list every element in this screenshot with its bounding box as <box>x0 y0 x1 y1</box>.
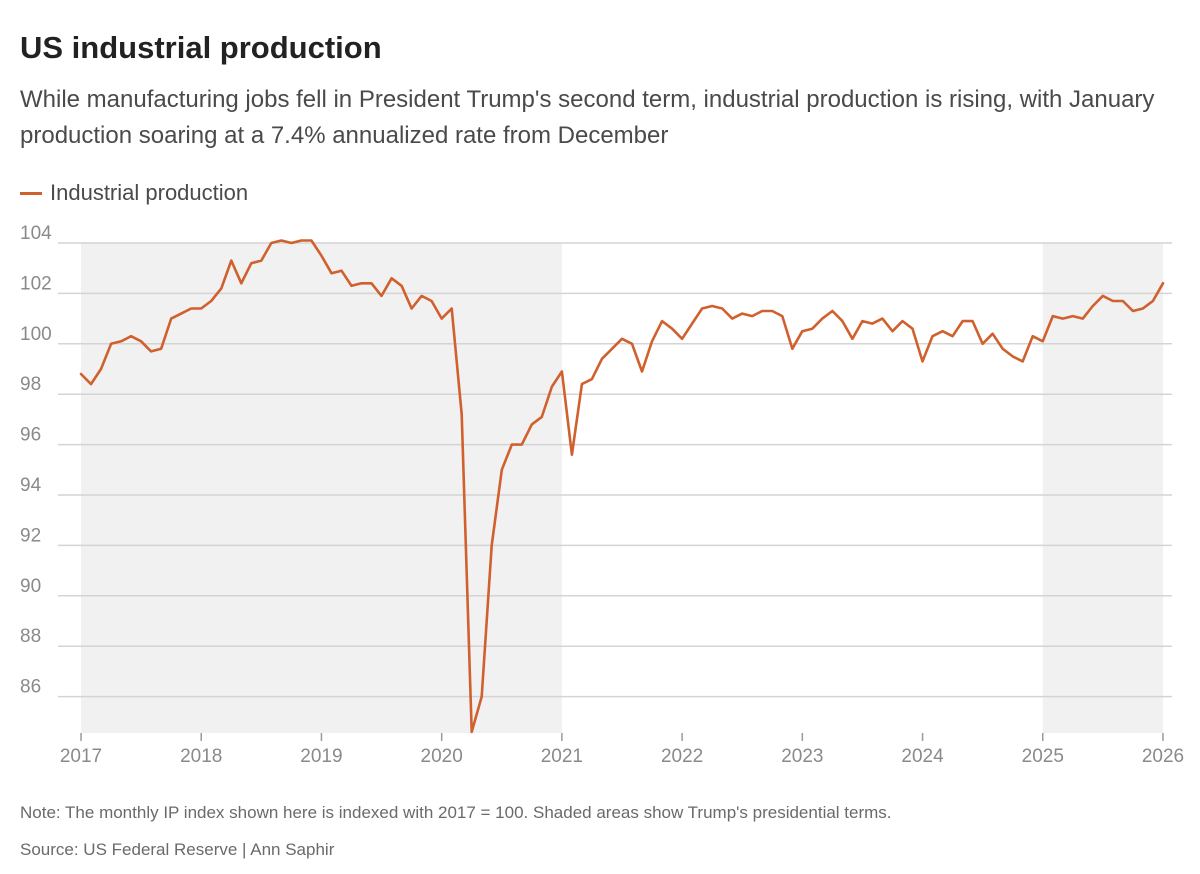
chart-subtitle: While manufacturing jobs fell in Preside… <box>20 86 1155 149</box>
line-chart: 104 102 100 98 96 94 92 90 88 86 2017 2018 2019 2020… <box>20 223 1184 767</box>
y-tick-label: 90 <box>20 576 41 597</box>
x-tick-label: 2023 <box>781 746 823 767</box>
shaded-period-1 <box>81 243 562 733</box>
x-tick-label: 2026 <box>1142 746 1184 767</box>
y-axis-ticks: 104 102 100 98 96 94 92 90 88 86 <box>20 223 52 698</box>
y-tick-label: 104 <box>20 223 52 244</box>
x-tick-label: 2022 <box>661 746 703 767</box>
x-tick-label: 2020 <box>421 746 463 767</box>
legend-label: Industrial production <box>50 180 249 205</box>
x-tick-label: 2019 <box>300 746 342 767</box>
y-tick-label: 102 <box>20 273 52 294</box>
chart-source: Source: US Federal Reserve | Ann Saphir <box>20 840 335 859</box>
legend: Industrial production <box>20 180 248 206</box>
chart-title: US industrial production <box>20 30 382 65</box>
y-tick-label: 88 <box>20 626 41 647</box>
x-tick-label: 2018 <box>180 746 222 767</box>
y-tick-label: 86 <box>20 677 41 698</box>
y-tick-label: 96 <box>20 425 41 446</box>
y-tick-label: 100 <box>20 324 52 345</box>
series-line-industrial-production <box>79 239 1165 734</box>
shaded-periods <box>81 243 1163 733</box>
legend-swatch <box>20 191 42 195</box>
gridlines <box>58 242 1172 698</box>
y-tick-label: 94 <box>20 475 42 496</box>
chart-note: Note: The monthly IP index shown here is… <box>20 803 892 822</box>
x-tick-label: 2017 <box>60 746 102 767</box>
series-layer <box>79 239 1165 734</box>
y-tick-label: 98 <box>20 374 41 395</box>
x-tick-label: 2021 <box>541 746 583 767</box>
x-axis-ticks: 2017 2018 2019 2020 2021 2022 2023 2024 2025 2026 <box>60 733 1184 767</box>
y-tick-label: 92 <box>20 525 41 546</box>
shaded-period-2 <box>1042 243 1163 733</box>
x-tick-label: 2025 <box>1022 746 1064 767</box>
x-tick-label: 2024 <box>901 746 944 767</box>
